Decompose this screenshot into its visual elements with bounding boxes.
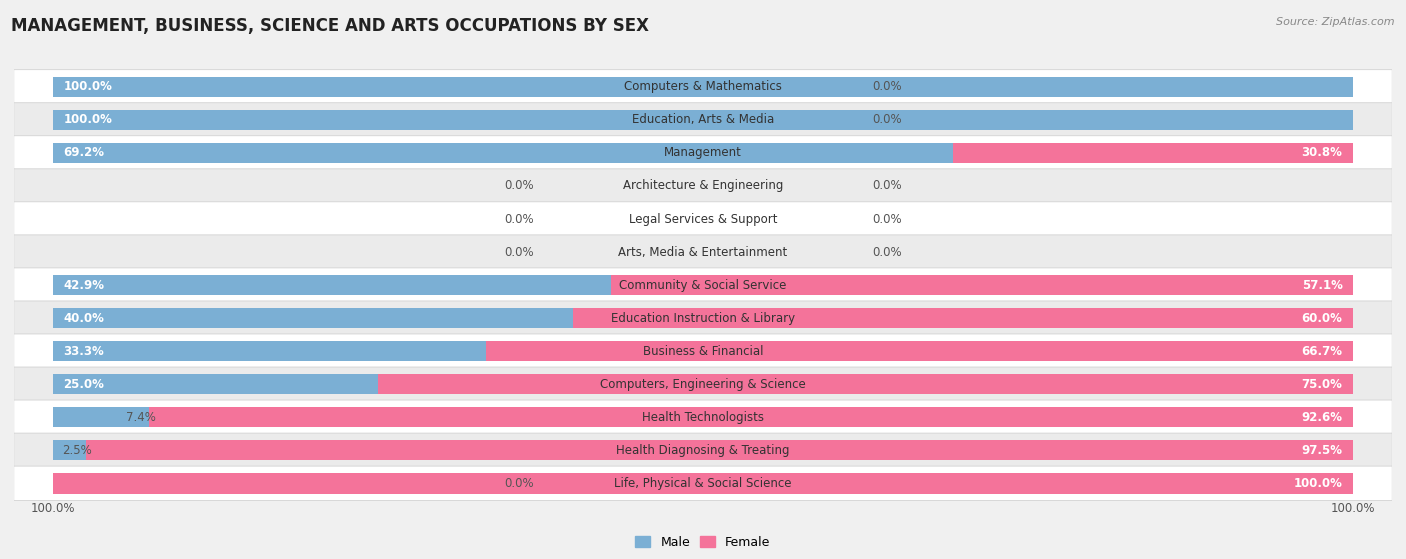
Text: Life, Physical & Social Science: Life, Physical & Social Science <box>614 477 792 490</box>
Bar <box>53 341 486 361</box>
Text: Community & Social Service: Community & Social Service <box>619 278 787 292</box>
Text: 92.6%: 92.6% <box>1302 411 1343 424</box>
Bar <box>53 407 149 428</box>
Bar <box>574 308 1353 328</box>
Text: 0.0%: 0.0% <box>872 212 901 225</box>
Text: 97.5%: 97.5% <box>1302 444 1343 457</box>
Text: Legal Services & Support: Legal Services & Support <box>628 212 778 225</box>
Bar <box>53 275 610 295</box>
Bar <box>53 473 1353 494</box>
Text: 42.9%: 42.9% <box>63 278 104 292</box>
Text: Management: Management <box>664 146 742 159</box>
Text: Architecture & Engineering: Architecture & Engineering <box>623 179 783 192</box>
Bar <box>53 77 1353 97</box>
FancyBboxPatch shape <box>14 466 1392 500</box>
Text: 33.3%: 33.3% <box>63 345 104 358</box>
Bar <box>53 308 574 328</box>
FancyBboxPatch shape <box>14 103 1392 137</box>
Bar <box>149 407 1353 428</box>
Text: Health Technologists: Health Technologists <box>643 411 763 424</box>
Text: Business & Financial: Business & Financial <box>643 345 763 358</box>
Text: Education, Arts & Media: Education, Arts & Media <box>631 113 775 126</box>
Text: 25.0%: 25.0% <box>63 378 104 391</box>
Text: 0.0%: 0.0% <box>872 179 901 192</box>
Text: Source: ZipAtlas.com: Source: ZipAtlas.com <box>1277 17 1395 27</box>
Text: 30.8%: 30.8% <box>1302 146 1343 159</box>
Text: 0.0%: 0.0% <box>505 245 534 259</box>
Bar <box>53 440 86 461</box>
FancyBboxPatch shape <box>14 367 1392 401</box>
FancyBboxPatch shape <box>14 136 1392 170</box>
Text: 100.0%: 100.0% <box>1294 477 1343 490</box>
Text: MANAGEMENT, BUSINESS, SCIENCE AND ARTS OCCUPATIONS BY SEX: MANAGEMENT, BUSINESS, SCIENCE AND ARTS O… <box>11 17 650 35</box>
FancyBboxPatch shape <box>14 169 1392 203</box>
FancyBboxPatch shape <box>14 202 1392 236</box>
Text: 60.0%: 60.0% <box>1302 311 1343 325</box>
Bar <box>610 275 1353 295</box>
Text: 0.0%: 0.0% <box>872 113 901 126</box>
Text: Computers & Mathematics: Computers & Mathematics <box>624 80 782 93</box>
Text: 75.0%: 75.0% <box>1302 378 1343 391</box>
FancyBboxPatch shape <box>14 70 1392 104</box>
FancyBboxPatch shape <box>14 235 1392 269</box>
Text: 100.0%: 100.0% <box>63 113 112 126</box>
Text: 40.0%: 40.0% <box>63 311 104 325</box>
Bar <box>53 374 378 395</box>
Bar <box>86 440 1353 461</box>
Text: 57.1%: 57.1% <box>1302 278 1343 292</box>
FancyBboxPatch shape <box>14 334 1392 368</box>
Text: 0.0%: 0.0% <box>872 80 901 93</box>
Text: 100.0%: 100.0% <box>31 503 76 515</box>
Text: 100.0%: 100.0% <box>1330 503 1375 515</box>
Text: Arts, Media & Entertainment: Arts, Media & Entertainment <box>619 245 787 259</box>
FancyBboxPatch shape <box>14 400 1392 434</box>
Text: 100.0%: 100.0% <box>63 80 112 93</box>
Text: 0.0%: 0.0% <box>505 179 534 192</box>
FancyBboxPatch shape <box>14 301 1392 335</box>
Text: 0.0%: 0.0% <box>505 477 534 490</box>
Bar <box>953 143 1353 163</box>
Text: Health Diagnosing & Treating: Health Diagnosing & Treating <box>616 444 790 457</box>
Bar <box>378 374 1353 395</box>
Text: 2.5%: 2.5% <box>62 444 91 457</box>
Text: 0.0%: 0.0% <box>505 212 534 225</box>
Text: 0.0%: 0.0% <box>872 245 901 259</box>
Bar <box>53 110 1353 130</box>
Text: 66.7%: 66.7% <box>1302 345 1343 358</box>
Text: 7.4%: 7.4% <box>127 411 156 424</box>
Bar <box>486 341 1353 361</box>
Legend: Male, Female: Male, Female <box>630 530 776 553</box>
Text: Computers, Engineering & Science: Computers, Engineering & Science <box>600 378 806 391</box>
FancyBboxPatch shape <box>14 268 1392 302</box>
Bar <box>53 143 953 163</box>
Text: 69.2%: 69.2% <box>63 146 104 159</box>
Text: Education Instruction & Library: Education Instruction & Library <box>612 311 794 325</box>
FancyBboxPatch shape <box>14 433 1392 467</box>
